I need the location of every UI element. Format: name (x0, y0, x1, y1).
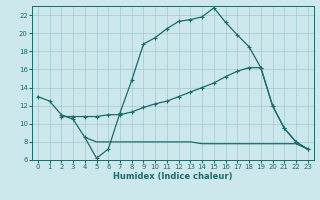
X-axis label: Humidex (Indice chaleur): Humidex (Indice chaleur) (113, 172, 233, 181)
